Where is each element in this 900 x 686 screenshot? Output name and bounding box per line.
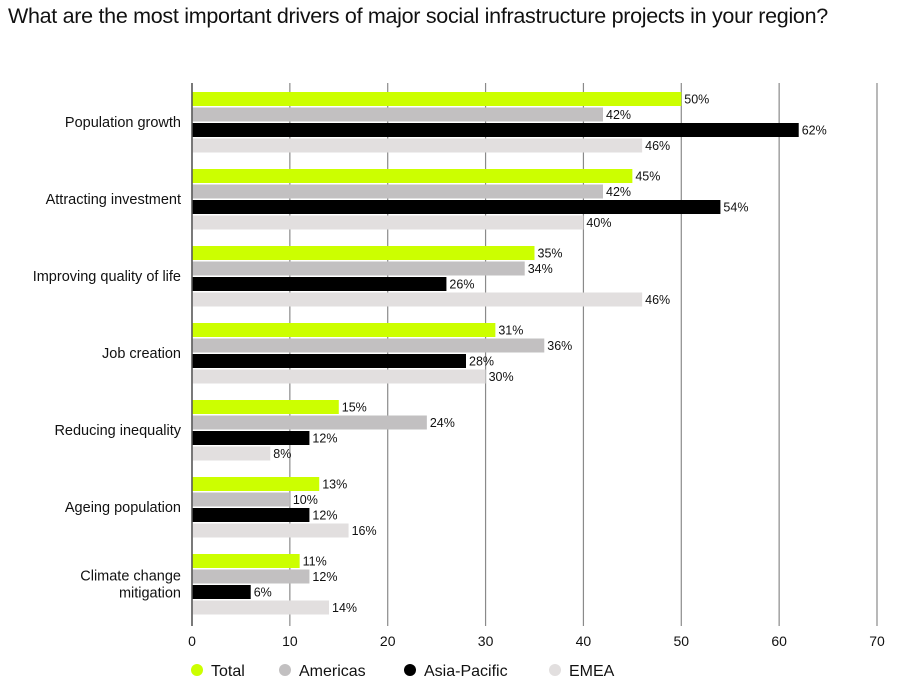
data-label: 62% bbox=[802, 124, 827, 138]
category-label: Attracting investment bbox=[46, 192, 181, 208]
bar-total bbox=[192, 92, 682, 106]
bar-asia-pacific bbox=[192, 585, 251, 599]
bar-asia-pacific bbox=[192, 508, 310, 522]
bar-emea bbox=[192, 369, 486, 384]
data-label: 10% bbox=[293, 493, 318, 507]
legend-marker-icon bbox=[404, 664, 416, 676]
chart-title: What are the most important drivers of m… bbox=[8, 4, 828, 28]
category-label: Reducing inequality bbox=[54, 423, 181, 439]
bar-emea bbox=[192, 138, 643, 153]
data-label: 14% bbox=[332, 601, 357, 615]
data-label: 36% bbox=[547, 339, 572, 353]
data-label: 30% bbox=[489, 370, 514, 384]
bar-total bbox=[192, 400, 339, 414]
category-label: Ageing population bbox=[65, 500, 181, 516]
data-label: 35% bbox=[538, 247, 563, 261]
bar-total bbox=[192, 169, 633, 183]
category-label: Climate change mitigation bbox=[80, 569, 181, 602]
bar-total bbox=[192, 323, 496, 337]
category-label-line: mitigation bbox=[119, 586, 181, 602]
bar-asia-pacific bbox=[192, 277, 447, 291]
data-label: 26% bbox=[449, 278, 474, 292]
category-label-line: Improving quality of life bbox=[33, 269, 181, 285]
bar-emea bbox=[192, 600, 329, 615]
bar-emea bbox=[192, 292, 643, 307]
legend-label: Asia-Pacific bbox=[424, 663, 508, 680]
bar-total bbox=[192, 554, 300, 568]
category-label-line: Population growth bbox=[65, 115, 181, 131]
data-label: 45% bbox=[635, 170, 660, 184]
legend-label: Americas bbox=[299, 663, 366, 680]
bar-americas bbox=[192, 492, 290, 507]
category-label-line: Job creation bbox=[102, 346, 181, 362]
bar-americas bbox=[192, 415, 427, 430]
data-label: 8% bbox=[273, 447, 291, 461]
bar-emea bbox=[192, 523, 349, 538]
data-label: 40% bbox=[586, 216, 611, 230]
category-label: Population growth bbox=[65, 115, 181, 131]
data-label: 54% bbox=[723, 201, 748, 215]
x-tick-label: 40 bbox=[576, 633, 592, 649]
data-label: 42% bbox=[606, 108, 631, 122]
category-label-line: Reducing inequality bbox=[54, 423, 181, 439]
bar-americas bbox=[192, 184, 603, 199]
bar-total bbox=[192, 246, 535, 260]
bar-asia-pacific bbox=[192, 354, 466, 368]
x-tick-label: 70 bbox=[869, 633, 885, 649]
data-label: 31% bbox=[498, 324, 523, 338]
bar-total bbox=[192, 477, 320, 491]
data-label: 28% bbox=[469, 355, 494, 369]
data-label: 12% bbox=[312, 432, 337, 446]
bar-americas bbox=[192, 107, 603, 122]
data-label: 34% bbox=[528, 262, 553, 276]
legend-marker-icon bbox=[191, 664, 203, 676]
bar-emea bbox=[192, 215, 584, 230]
data-label: 24% bbox=[430, 416, 455, 430]
bar-asia-pacific bbox=[192, 123, 799, 137]
legend-marker-icon bbox=[279, 664, 291, 676]
data-label: 46% bbox=[645, 139, 670, 153]
x-tick-label: 50 bbox=[673, 633, 689, 649]
data-label: 50% bbox=[684, 93, 709, 107]
x-tick-label: 30 bbox=[478, 633, 494, 649]
category-label: Improving quality of life bbox=[33, 269, 181, 285]
data-label: 13% bbox=[322, 478, 347, 492]
legend-label: EMEA bbox=[569, 663, 615, 680]
category-label-line: Ageing population bbox=[65, 500, 181, 516]
data-label: 42% bbox=[606, 185, 631, 199]
bar-emea bbox=[192, 446, 271, 461]
data-label: 16% bbox=[352, 524, 377, 538]
x-tick-label: 10 bbox=[282, 633, 298, 649]
x-tick-label: 0 bbox=[188, 633, 196, 649]
bar-asia-pacific bbox=[192, 431, 310, 445]
data-label: 6% bbox=[254, 586, 272, 600]
bar-americas bbox=[192, 261, 525, 276]
bar-americas bbox=[192, 569, 310, 584]
x-tick-label: 60 bbox=[771, 633, 787, 649]
category-label: Job creation bbox=[102, 346, 181, 362]
data-label: 11% bbox=[303, 555, 327, 569]
x-tick-label: 20 bbox=[380, 633, 396, 649]
data-label: 46% bbox=[645, 293, 670, 307]
category-label-line: Attracting investment bbox=[46, 192, 181, 208]
data-label: 12% bbox=[312, 509, 337, 523]
category-label-line: Climate change bbox=[80, 569, 181, 585]
legend-label: Total bbox=[211, 663, 245, 680]
data-label: 12% bbox=[312, 570, 337, 584]
legend-marker-icon bbox=[549, 664, 561, 676]
bar-americas bbox=[192, 338, 545, 353]
data-label: 15% bbox=[342, 401, 367, 415]
bar-asia-pacific bbox=[192, 200, 721, 214]
